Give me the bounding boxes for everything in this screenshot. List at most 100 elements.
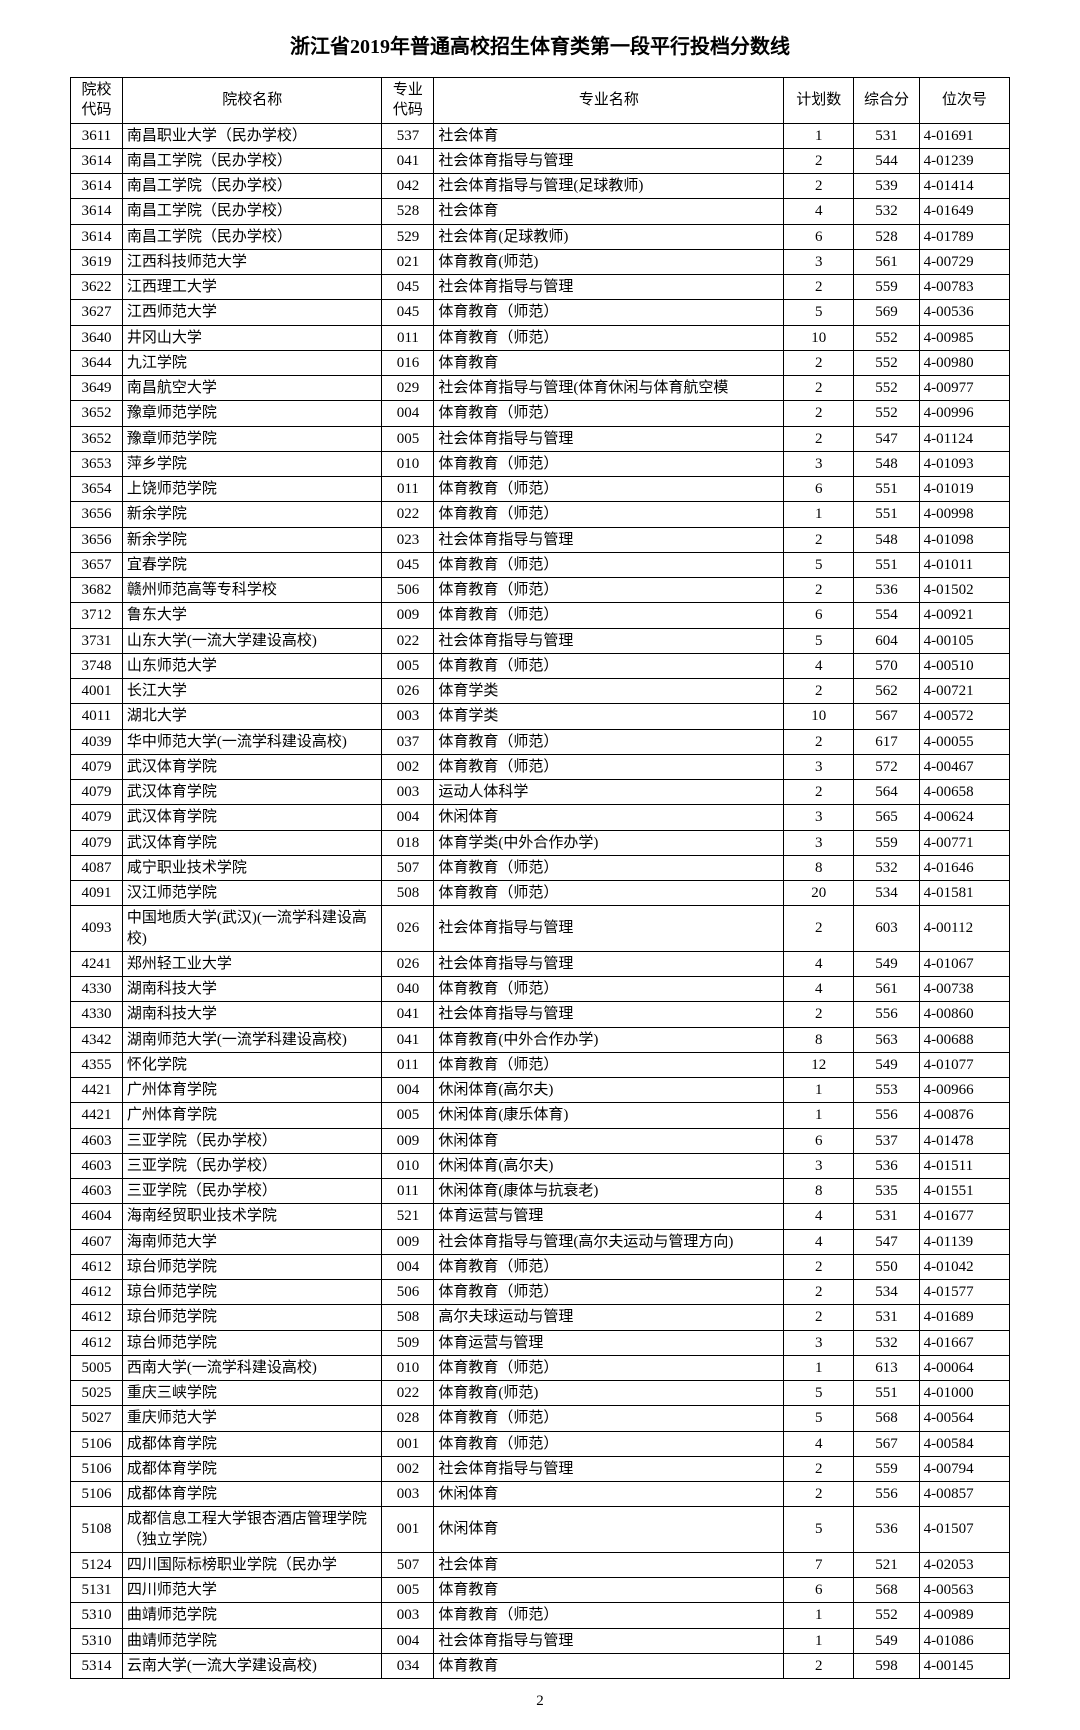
table-cell: 4-01551	[919, 1179, 1009, 1204]
table-cell: 6	[784, 1578, 854, 1603]
table-row: 3619江西科技师范大学021体育教育(师范)35614-00729	[71, 249, 1010, 274]
table-cell: 5005	[71, 1355, 123, 1380]
table-cell: 休闲体育	[434, 1482, 784, 1507]
table-cell: 604	[854, 628, 919, 653]
table-cell: 4	[784, 977, 854, 1002]
table-row: 3611南昌职业大学（民办学校）537社会体育15314-01691	[71, 123, 1010, 148]
table-cell: 2	[784, 906, 854, 952]
table-row: 4603三亚学院（民办学校）009休闲体育65374-01478	[71, 1128, 1010, 1153]
table-cell: 江西科技师范大学	[122, 249, 382, 274]
table-cell: 559	[854, 1456, 919, 1481]
table-cell: 2	[784, 1482, 854, 1507]
table-cell: 4-00467	[919, 754, 1009, 779]
table-cell: 001	[382, 1431, 434, 1456]
table-cell: 4-00857	[919, 1482, 1009, 1507]
table-cell: 4-00564	[919, 1406, 1009, 1431]
table-row: 4079武汉体育学院004休闲体育35654-00624	[71, 805, 1010, 830]
th-school-name: 院校名称	[122, 78, 382, 124]
table-row: 3731山东大学(一流大学建设高校)022社会体育指导与管理56044-0010…	[71, 628, 1010, 653]
th-score: 综合分	[854, 78, 919, 124]
table-cell: 山东大学(一流大学建设高校)	[122, 628, 382, 653]
table-cell: 4-01239	[919, 148, 1009, 173]
table-cell: 华中师范大学(一流学科建设高校)	[122, 729, 382, 754]
table-cell: 552	[854, 325, 919, 350]
table-cell: 1	[784, 1103, 854, 1128]
table-cell: 531	[854, 123, 919, 148]
table-cell: 3614	[71, 174, 123, 199]
table-cell: 上饶师范学院	[122, 477, 382, 502]
table-cell: 4-01067	[919, 951, 1009, 976]
table-cell: 4079	[71, 780, 123, 805]
table-row: 4330湖南科技大学040体育教育（师范）45614-00738	[71, 977, 1010, 1002]
table-cell: 4-00985	[919, 325, 1009, 350]
table-cell: 2	[784, 729, 854, 754]
table-cell: 4-00624	[919, 805, 1009, 830]
table-cell: 005	[382, 1578, 434, 1603]
table-cell: 026	[382, 906, 434, 952]
table-cell: 琼台师范学院	[122, 1330, 382, 1355]
table-cell: 562	[854, 679, 919, 704]
table-row: 5106成都体育学院002社会体育指导与管理25594-00794	[71, 1456, 1010, 1481]
table-cell: 026	[382, 951, 434, 976]
table-cell: 551	[854, 552, 919, 577]
table-row: 5314云南大学(一流大学建设高校)034体育教育25984-00145	[71, 1653, 1010, 1678]
table-cell: 体育教育（师范）	[434, 1603, 784, 1628]
table-cell: 运动人体科学	[434, 780, 784, 805]
table-cell: 3	[784, 451, 854, 476]
table-cell: 016	[382, 350, 434, 375]
table-cell: 体育教育（师范）	[434, 977, 784, 1002]
table-cell: 云南大学(一流大学建设高校)	[122, 1653, 382, 1678]
table-cell: 009	[382, 603, 434, 628]
table-cell: 4-00572	[919, 704, 1009, 729]
th-rank: 位次号	[919, 78, 1009, 124]
table-cell: 2	[784, 780, 854, 805]
table-cell: 武汉体育学院	[122, 805, 382, 830]
table-cell: 532	[854, 199, 919, 224]
table-cell: 041	[382, 1002, 434, 1027]
table-cell: 4-00658	[919, 780, 1009, 805]
table-cell: 4330	[71, 1002, 123, 1027]
table-cell: 三亚学院（民办学校）	[122, 1179, 382, 1204]
table-cell: 4603	[71, 1179, 123, 1204]
table-cell: 2	[784, 148, 854, 173]
table-cell: 4-00921	[919, 603, 1009, 628]
table-cell: 重庆师范大学	[122, 1406, 382, 1431]
table-cell: 社会体育指导与管理	[434, 275, 784, 300]
table-cell: 528	[854, 224, 919, 249]
table-cell: 3614	[71, 148, 123, 173]
table-cell: 011	[382, 1179, 434, 1204]
th-school-code: 院校代码	[71, 78, 123, 124]
table-cell: 江西理工大学	[122, 275, 382, 300]
table-cell: 6	[784, 477, 854, 502]
table-cell: 2	[784, 578, 854, 603]
table-cell: 2	[784, 174, 854, 199]
table-cell: 4-01649	[919, 199, 1009, 224]
table-cell: 体育教育（师范）	[434, 1052, 784, 1077]
table-row: 4330湖南科技大学041社会体育指导与管理25564-00860	[71, 1002, 1010, 1027]
table-cell: 4-00977	[919, 376, 1009, 401]
table-row: 3712鲁东大学009体育教育（师范）65544-00921	[71, 603, 1010, 628]
table-row: 4607海南师范大学009社会体育指导与管理(高尔夫运动与管理方向)45474-…	[71, 1229, 1010, 1254]
table-cell: 1	[784, 1603, 854, 1628]
table-cell: 041	[382, 148, 434, 173]
table-row: 4604海南经贸职业技术学院521体育运营与管理45314-01677	[71, 1204, 1010, 1229]
table-cell: 3652	[71, 426, 123, 451]
th-plan: 计划数	[784, 78, 854, 124]
table-row: 4241郑州轻工业大学026社会体育指导与管理45494-01067	[71, 951, 1010, 976]
table-row: 3649南昌航空大学029社会体育指导与管理(体育休闲与体育航空模25524-0…	[71, 376, 1010, 401]
table-cell: 3731	[71, 628, 123, 653]
table-cell: 4-00729	[919, 249, 1009, 274]
table-cell: 4079	[71, 830, 123, 855]
table-cell: 539	[854, 174, 919, 199]
table-cell: 4612	[71, 1330, 123, 1355]
table-cell: 4-00721	[919, 679, 1009, 704]
table-cell: 山东师范大学	[122, 653, 382, 678]
table-cell: 005	[382, 1103, 434, 1128]
table-cell: 4-01077	[919, 1052, 1009, 1077]
table-cell: 湖南师范大学(一流学科建设高校)	[122, 1027, 382, 1052]
table-cell: 537	[854, 1128, 919, 1153]
table-cell: 南昌工学院（民办学校）	[122, 224, 382, 249]
table-cell: 521	[382, 1204, 434, 1229]
table-row: 3652豫章师范学院005社会体育指导与管理25474-01124	[71, 426, 1010, 451]
table-row: 3622江西理工大学045社会体育指导与管理25594-00783	[71, 275, 1010, 300]
